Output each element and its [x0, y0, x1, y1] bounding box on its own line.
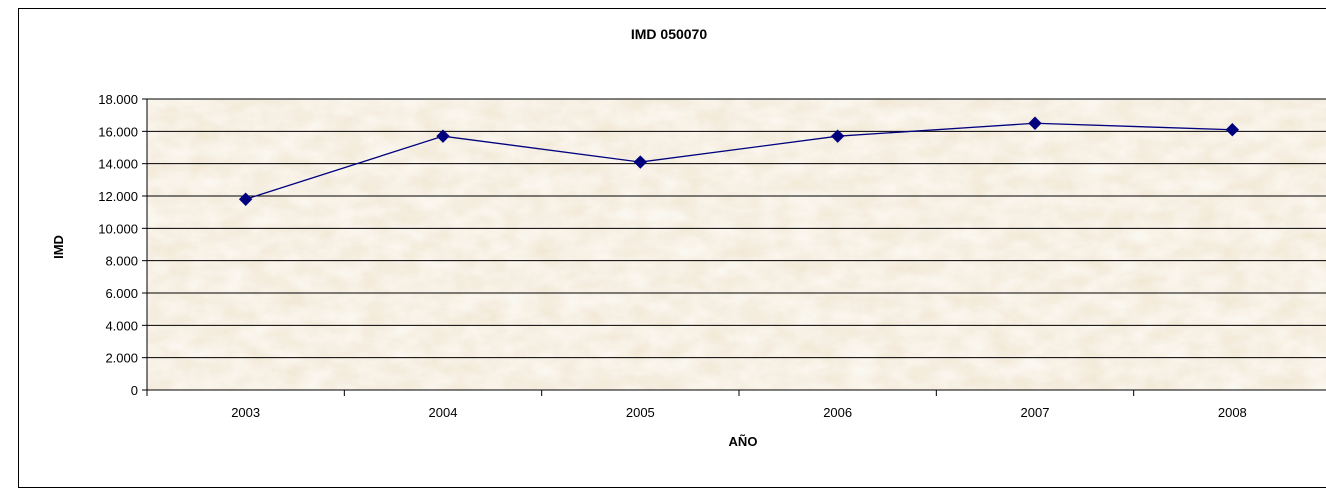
x-tick-label: 2006	[823, 405, 852, 420]
data-point-marker	[1225, 123, 1240, 137]
series-line	[245, 122, 1233, 200]
y-axis-title: IMD	[51, 235, 66, 259]
y-tick-label: 0	[131, 383, 138, 398]
y-tick-label: 16.000	[98, 124, 138, 139]
y-tick-label: 2.000	[105, 351, 138, 366]
y-axis: 0 2.000 4.000 6.000 8.000 10.000 12.000 14.000 1…	[98, 92, 148, 398]
chart-title: IMD 050070	[631, 26, 707, 42]
data-point-marker	[238, 192, 253, 206]
x-tick-label: 2005	[626, 405, 655, 420]
x-tick-label: 2003	[231, 405, 260, 420]
y-tick-label: 10.000	[98, 221, 138, 236]
data-point-marker	[830, 129, 845, 143]
x-tick-label: 2007	[1021, 405, 1050, 420]
y-tick-label: 12.000	[98, 189, 138, 204]
chart-frame: IMD 050070 0 2.000 4.000 6.000 8.000 10.000 12…	[18, 8, 1326, 488]
y-tick-label: 8.000	[105, 254, 138, 269]
y-tick-label: 4.000	[105, 318, 138, 333]
series-group	[238, 116, 1240, 206]
data-point-marker	[1028, 116, 1042, 130]
data-point-marker	[436, 129, 450, 143]
data-point-marker	[633, 155, 648, 169]
x-tick-label: 2008	[1218, 405, 1247, 420]
y-tick-label: 6.000	[105, 286, 138, 301]
grid-lines	[147, 98, 1326, 359]
line-chart: IMD 050070 0 2.000 4.000 6.000 8.000 10.000 12…	[51, 26, 1326, 449]
plot-area	[147, 99, 1326, 390]
y-tick-label: 18.000	[98, 92, 138, 107]
x-axis: 2003 2004 2005 2006 2007 2008	[146, 389, 1326, 420]
plot-texture	[147, 99, 1326, 390]
y-tick-label: 14.000	[98, 157, 138, 172]
x-tick-label: 2004	[429, 405, 458, 420]
x-axis-title: AÑO	[729, 434, 758, 449]
